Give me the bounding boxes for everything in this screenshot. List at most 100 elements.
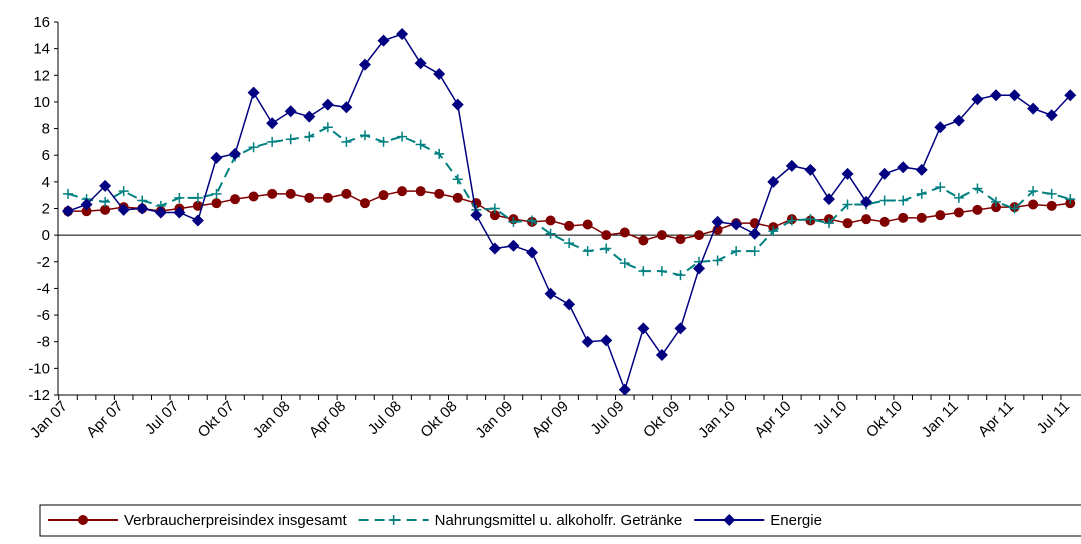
marker bbox=[378, 136, 389, 147]
marker bbox=[359, 130, 370, 141]
x-tick-label: Okt 10 bbox=[863, 398, 906, 441]
marker bbox=[489, 210, 500, 221]
marker bbox=[100, 204, 111, 215]
x-tick-label: Apr 09 bbox=[529, 398, 572, 441]
marker bbox=[489, 203, 500, 214]
marker bbox=[451, 98, 464, 111]
y-tick-label: 4 bbox=[42, 174, 50, 191]
marker bbox=[507, 239, 520, 252]
marker bbox=[972, 183, 983, 194]
y-tick-label: -10 bbox=[28, 360, 50, 377]
marker bbox=[898, 195, 909, 206]
y-tick-label: -8 bbox=[37, 334, 50, 351]
marker bbox=[805, 214, 816, 225]
marker bbox=[694, 230, 705, 241]
legend-item: Nahrungsmittel u. alkoholfr. Getränke bbox=[358, 512, 683, 529]
marker bbox=[582, 246, 593, 257]
marker bbox=[1028, 186, 1039, 197]
y-tick-label: 16 bbox=[33, 14, 50, 31]
marker bbox=[618, 383, 631, 396]
marker bbox=[397, 131, 408, 142]
marker bbox=[248, 142, 259, 153]
marker bbox=[1065, 194, 1076, 205]
legend-label: Nahrungsmittel u. alkoholfr. Getränke bbox=[435, 512, 683, 529]
marker bbox=[823, 218, 834, 229]
marker bbox=[990, 89, 1002, 102]
marker bbox=[861, 214, 872, 225]
marker bbox=[545, 228, 556, 239]
marker bbox=[173, 206, 186, 219]
marker bbox=[767, 175, 780, 188]
marker bbox=[712, 255, 723, 266]
marker bbox=[304, 131, 315, 142]
marker bbox=[285, 188, 296, 199]
marker bbox=[117, 203, 130, 216]
series-line bbox=[67, 33, 1071, 393]
marker bbox=[174, 192, 185, 203]
x-tick-label: Okt 08 bbox=[417, 398, 460, 441]
marker bbox=[341, 136, 352, 147]
marker bbox=[564, 220, 575, 231]
marker bbox=[81, 206, 92, 217]
marker bbox=[341, 188, 352, 199]
marker bbox=[415, 186, 426, 197]
legend-label: Verbraucherpreisindex insgesamt bbox=[124, 512, 347, 529]
x-tick-label: Jan 11 bbox=[919, 398, 962, 441]
marker bbox=[321, 98, 334, 111]
x-tick-label: Jan 07 bbox=[27, 398, 71, 442]
x-tick-label: Okt 07 bbox=[195, 398, 238, 441]
marker bbox=[935, 182, 946, 193]
x-tick-label: Jan 10 bbox=[695, 398, 739, 442]
marker bbox=[897, 161, 910, 174]
marker bbox=[898, 212, 909, 223]
marker bbox=[674, 322, 687, 335]
marker bbox=[526, 246, 538, 259]
legend-item: Verbraucherpreisindex insgesamt bbox=[48, 512, 347, 529]
marker bbox=[915, 163, 928, 176]
marker bbox=[63, 188, 73, 199]
y-tick-label: 6 bbox=[42, 147, 50, 164]
y-tick-label: 10 bbox=[33, 94, 50, 111]
marker bbox=[304, 192, 315, 203]
marker bbox=[637, 322, 650, 335]
marker bbox=[1009, 203, 1020, 214]
marker bbox=[154, 206, 167, 219]
marker bbox=[935, 210, 946, 221]
marker bbox=[822, 193, 835, 206]
marker bbox=[340, 101, 353, 114]
marker bbox=[656, 266, 667, 277]
marker bbox=[100, 196, 111, 207]
marker bbox=[397, 186, 408, 197]
marker bbox=[749, 246, 760, 257]
marker bbox=[80, 198, 93, 211]
marker bbox=[118, 186, 129, 197]
marker bbox=[675, 234, 686, 245]
marker bbox=[434, 188, 445, 199]
marker bbox=[842, 218, 853, 229]
y-tick-label: 14 bbox=[33, 41, 50, 58]
marker bbox=[267, 188, 278, 199]
x-tick-label: Jul 11 bbox=[1034, 398, 1074, 438]
marker bbox=[78, 515, 88, 525]
marker bbox=[359, 198, 370, 209]
marker bbox=[545, 215, 556, 226]
y-tick-label: 0 bbox=[42, 227, 50, 244]
marker bbox=[971, 93, 984, 106]
marker bbox=[211, 198, 222, 209]
marker bbox=[879, 195, 890, 206]
marker bbox=[693, 262, 706, 275]
marker bbox=[358, 58, 371, 71]
marker bbox=[508, 216, 519, 227]
marker bbox=[229, 147, 242, 160]
marker bbox=[656, 230, 667, 241]
marker bbox=[711, 215, 724, 228]
x-tick-label: Jul 07 bbox=[142, 398, 182, 438]
x-tick-label: Jul 09 bbox=[587, 398, 627, 438]
marker bbox=[62, 205, 74, 218]
x-tick-label: Apr 10 bbox=[751, 398, 794, 441]
marker bbox=[581, 335, 594, 348]
marker bbox=[991, 202, 1001, 213]
marker bbox=[655, 349, 668, 362]
y-tick-label: -4 bbox=[37, 280, 50, 297]
x-tick-label: Okt 09 bbox=[640, 398, 683, 441]
